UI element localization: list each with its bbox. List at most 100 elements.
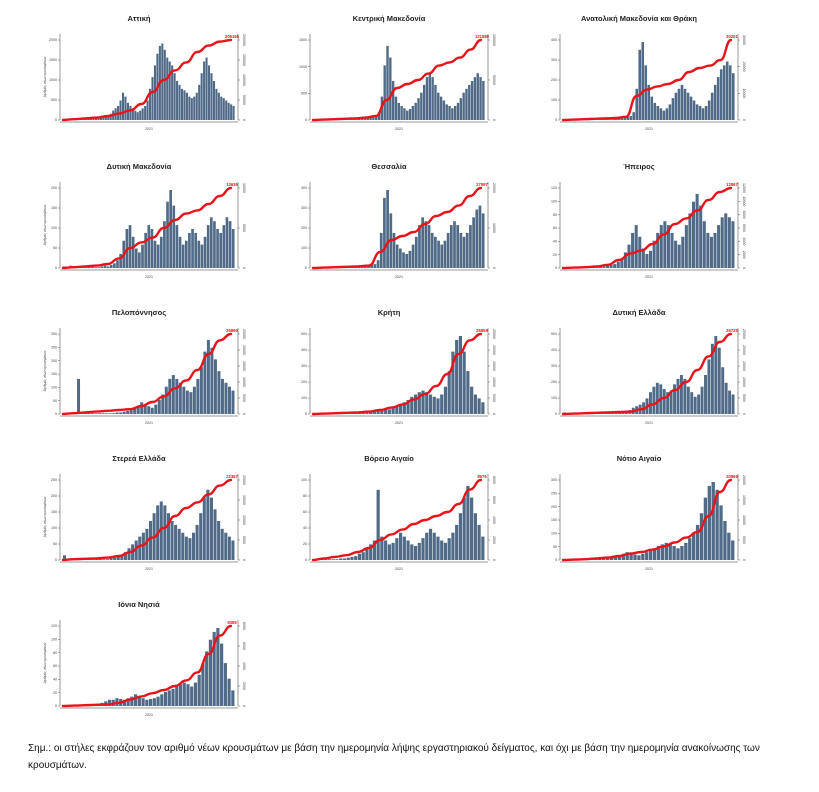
y-tick-label: 100 [551,98,557,102]
bar [655,382,659,414]
bar [130,696,134,706]
bar [195,524,199,560]
bar [702,221,706,268]
y-tick-label: 1000 [299,65,307,69]
bar [399,532,403,560]
chart-title: Νότιο Αιγαίο [616,454,662,463]
bar [445,104,448,120]
bar [652,548,657,560]
y-axis-label: Αριθμός νέων κρουσμάτων [43,642,47,683]
bar [406,399,410,414]
bar [473,513,477,560]
bar [395,244,399,268]
bar [641,553,645,560]
bar [113,263,116,268]
y-tick-label: 100 [51,638,57,642]
bar [408,250,412,268]
y-tick-label: 250 [51,478,57,482]
bar [731,73,735,120]
bar [159,501,163,560]
bar [232,105,235,120]
y-tick-label: 200 [551,380,557,384]
bar [138,536,142,560]
y-tick-label: 100 [551,200,557,204]
y-tick-label: 0 [555,558,557,562]
bar [167,690,171,706]
bar [163,505,167,560]
y2-tick-label: 5000 [242,224,246,232]
y2-tick-label: 0 [242,267,246,269]
bar [377,112,381,120]
bar [94,267,97,268]
bar [405,253,409,268]
y2-tick-label: 8000 [492,476,496,484]
bar [193,682,198,706]
y-tick-label: 200 [301,226,307,230]
y-tick-label: 200 [551,78,557,82]
y-tick-label: 100 [301,246,307,250]
x-axis-label: 2021 [645,421,653,425]
bar [481,536,485,560]
bar [443,240,447,268]
bar [213,359,217,414]
x-axis-label: 2021 [145,713,153,717]
chart-title: Βόρειο Αιγαίο [364,454,414,463]
y2-tick-label: 5000 [742,536,746,544]
bar [666,392,670,414]
bar [717,225,721,268]
y2-tick-label: 6000 [742,224,746,232]
y2-tick-label: 20000 [492,345,496,355]
y-tick-label: 50 [53,399,57,403]
chart-panel: Ιόνια Νησιά 0 20 40 60 80 100 120 0 2000 4000 6000 8… [14,598,264,728]
cumulative-line [311,478,483,562]
bar [98,413,102,414]
bar [365,548,369,560]
bar [417,98,420,120]
bar [638,49,642,120]
cumulative-line [61,478,233,562]
chart-svg: 0 500 1000 1500 0 50000 100000 2021 121580 [299,34,496,131]
chart-panel: Θεσσαλία 0 100 200 300 400 0 10000 20000 2021 2799… [264,160,514,290]
y-tick-label: 0 [555,412,557,416]
bar [422,84,426,120]
bar [632,112,635,120]
y2-tick-label: 0 [742,267,746,269]
bar [451,351,455,414]
cumulative-end-label: 9389 [227,620,237,625]
bar [479,77,482,120]
bar [185,92,188,120]
bar [193,96,196,120]
bar [714,336,718,414]
bar [354,556,358,560]
bar [227,102,230,120]
bar [392,232,396,268]
bar [206,339,210,414]
bar [439,96,443,120]
bar [84,267,88,268]
y-tick-label: 300 [551,58,557,62]
bar [440,540,444,560]
bar [206,225,210,268]
chart-svg: 0 50 100 150 200 250 0 5000 10000 15000 20000 Αριθμ… [43,474,246,571]
y-tick-label: 300 [551,478,557,482]
bar [710,343,714,414]
bar [134,540,138,560]
bar [171,65,174,120]
bar [713,232,717,268]
bar [192,532,196,560]
bar [414,102,417,120]
bar [641,248,645,268]
bar [195,92,198,120]
bar [159,236,163,268]
bar [459,98,463,120]
bar [697,394,701,414]
y-tick-label: 0 [305,118,307,122]
bar [649,392,652,414]
bar [225,100,228,120]
bar [668,544,672,560]
y2-tick-label: 20000 [242,345,246,355]
y2-tick-label: 15000 [742,495,746,505]
cumulative-end-label: 205165 [225,34,240,39]
bar [137,696,141,706]
bar [413,545,418,560]
